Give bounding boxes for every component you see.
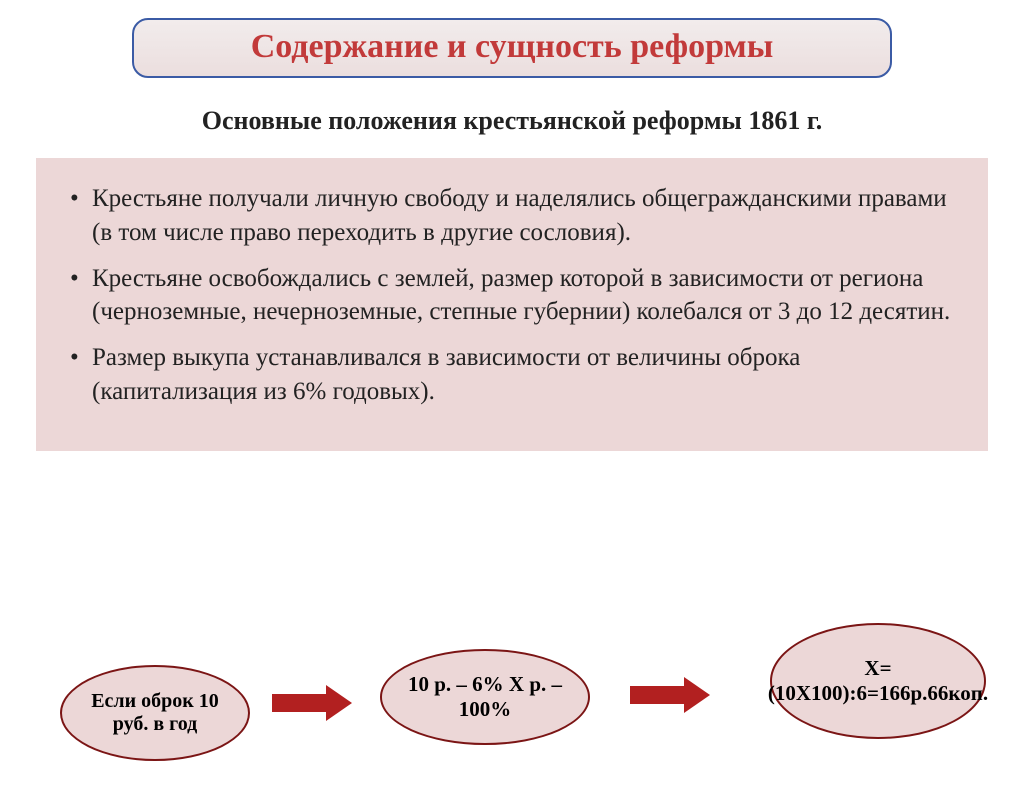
flow-diagram: Если оброк 10 руб. в год 10 р. – 6% Х р.… (0, 611, 1024, 771)
bullet-list: Крестьяне получали личную свободу и наде… (64, 182, 960, 409)
flow-node-3: Х=(10Х100):6=166р.66коп. (770, 623, 986, 739)
flow-node-label: 10 р. – 6% Х р. – 100% (392, 672, 578, 722)
list-item: Крестьяне получали личную свободу и наде… (64, 182, 960, 250)
arrow-icon (630, 677, 710, 713)
arrow-icon (272, 685, 352, 721)
flow-node-label: Х=(10Х100):6=166р.66коп. (768, 656, 988, 706)
list-item: Размер выкупа устанавливался в зависимос… (64, 341, 960, 409)
subtitle: Основные положения крестьянской реформы … (0, 106, 1024, 136)
flow-node-1: Если оброк 10 руб. в год (60, 665, 250, 761)
list-item: Крестьяне освобождались с землей, размер… (64, 262, 960, 330)
page-title: Содержание и сущность реформы (154, 28, 870, 66)
flow-node-2: 10 р. – 6% Х р. – 100% (380, 649, 590, 745)
title-box: Содержание и сущность реформы (132, 18, 892, 78)
content-box: Крестьяне получали личную свободу и наде… (36, 158, 988, 451)
flow-node-label: Если оброк 10 руб. в год (72, 690, 238, 736)
